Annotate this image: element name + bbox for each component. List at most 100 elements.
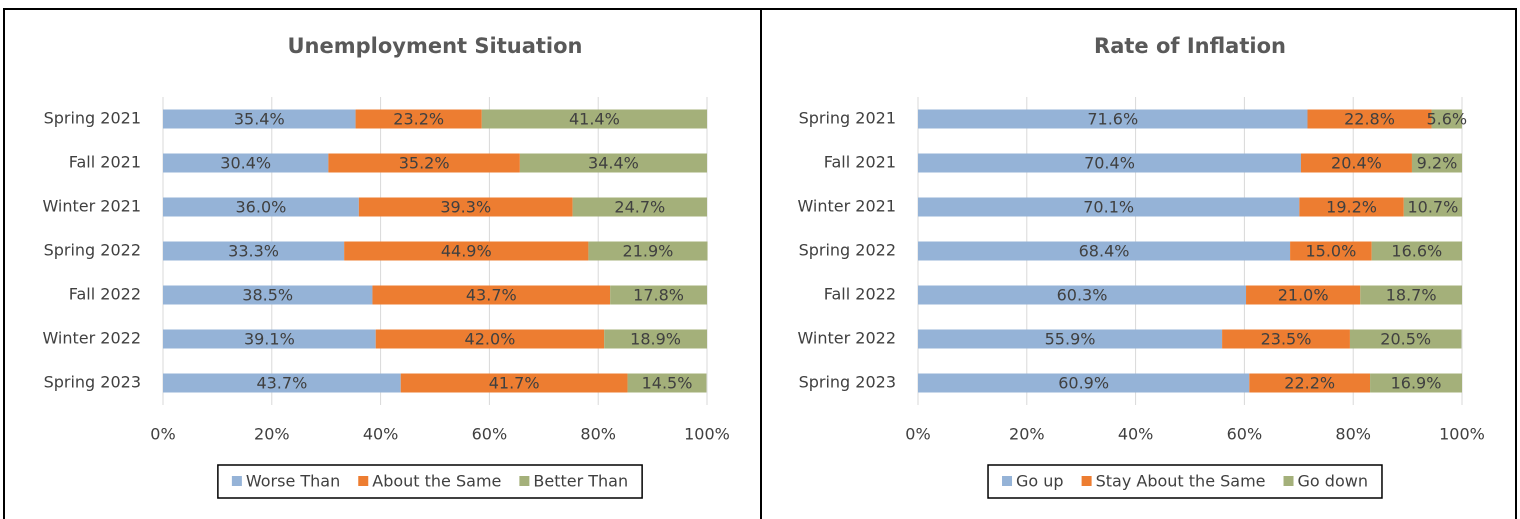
- legend-box: [987, 464, 1383, 499]
- y-tick-label: Fall 2022: [824, 285, 896, 304]
- data-label: 39.3%: [440, 198, 491, 217]
- bar-segment: [918, 285, 1247, 305]
- x-tick-label: 40%: [1118, 425, 1154, 444]
- bar-segment: [163, 373, 401, 393]
- bar-segment: [604, 329, 707, 349]
- bar-segment: [918, 373, 1250, 393]
- data-label: 20.5%: [1380, 330, 1431, 349]
- bar-segment: [610, 285, 707, 305]
- data-label: 20.4%: [1331, 154, 1382, 173]
- y-tick-label: Winter 2022: [42, 329, 141, 348]
- x-tick-label: 60%: [1227, 425, 1263, 444]
- bar-segment: [163, 109, 356, 129]
- data-label: 41.7%: [489, 374, 540, 393]
- x-tick-label: 100%: [684, 425, 730, 444]
- legend-swatch: [231, 476, 242, 486]
- bar-segment: [918, 197, 1300, 217]
- bar-segment: [1307, 109, 1432, 129]
- data-label: 22.8%: [1344, 110, 1395, 129]
- data-label: 60.3%: [1057, 286, 1108, 305]
- bar-segment: [918, 109, 1308, 129]
- y-tick-label: Spring 2022: [44, 241, 141, 260]
- legend-swatch: [1002, 476, 1013, 486]
- data-label: 41.4%: [569, 110, 620, 129]
- data-label: 43.7%: [256, 374, 307, 393]
- bar-segment: [519, 153, 707, 173]
- legend-label: Go down: [1298, 472, 1368, 491]
- x-tick-label: 80%: [580, 425, 616, 444]
- data-label: 21.9%: [623, 242, 674, 261]
- data-label: 21.0%: [1278, 286, 1329, 305]
- x-tick-label: 60%: [472, 425, 508, 444]
- data-label: 70.4%: [1084, 154, 1135, 173]
- bar-segment: [344, 241, 589, 261]
- legend: Go up Stay About the Same Go down: [987, 464, 1383, 499]
- data-label: 68.4%: [1079, 242, 1130, 261]
- x-tick-label: 40%: [363, 425, 399, 444]
- legend-label: Worse Than: [246, 472, 340, 491]
- x-tick-label: 20%: [1009, 425, 1045, 444]
- bar-segment: [1411, 153, 1462, 173]
- bar-segment: [1403, 197, 1462, 217]
- data-label: 5.6%: [1426, 110, 1467, 129]
- data-label: 23.2%: [393, 110, 444, 129]
- y-tick-label: Spring 2023: [44, 373, 141, 392]
- chart: Unemployment Situation 0% 20% 40% 60% 80% 100%…: [42, 34, 730, 499]
- legend-label: Better Than: [533, 472, 628, 491]
- x-tick-label: 100%: [1439, 425, 1485, 444]
- data-label: 55.9%: [1045, 330, 1096, 349]
- x-tick-label: 0%: [905, 425, 930, 444]
- data-label: 39.1%: [244, 330, 295, 349]
- data-label: 34.4%: [588, 154, 639, 173]
- bar-segment: [375, 329, 605, 349]
- data-label: 33.3%: [228, 242, 279, 261]
- data-label: 42.0%: [465, 330, 516, 349]
- bar-segment: [163, 285, 373, 305]
- x-tick-label: 20%: [254, 425, 290, 444]
- data-label: 15.0%: [1305, 242, 1356, 261]
- bar-segment: [328, 153, 520, 173]
- data-label: 22.2%: [1284, 374, 1335, 393]
- data-label: 14.5%: [642, 374, 693, 393]
- bar-segment: [355, 109, 482, 129]
- data-label: 17.8%: [633, 286, 684, 305]
- bar-segment: [572, 197, 707, 217]
- bar-segment: [918, 153, 1301, 173]
- chart: Rate of Inflation 0% 20% 40% 60% 80% 100% Sprin…: [797, 34, 1485, 499]
- bar-segment: [1222, 329, 1350, 349]
- x-tick-label: 0%: [150, 425, 175, 444]
- bar-segment: [1300, 153, 1412, 173]
- y-tick-label: Spring 2021: [44, 109, 141, 128]
- legend-label: About the Same: [372, 472, 501, 491]
- bar-segment: [627, 373, 707, 393]
- bar-segment: [1249, 373, 1371, 393]
- legend-swatch: [358, 476, 369, 486]
- y-tick-label: Fall 2021: [69, 153, 141, 172]
- bar-segment: [1360, 285, 1462, 305]
- bar-segment: [1290, 241, 1372, 261]
- bar-segment: [918, 241, 1291, 261]
- data-label: 23.5%: [1261, 330, 1312, 349]
- bar-segment: [358, 197, 573, 217]
- legend-swatch: [519, 476, 530, 486]
- legend-box: [217, 464, 643, 499]
- bar-segment: [481, 109, 707, 129]
- y-tick-label: Winter 2021: [42, 197, 141, 216]
- bar-segment: [1299, 197, 1404, 217]
- data-label: 71.6%: [1087, 110, 1138, 129]
- bar-segment: [1370, 373, 1462, 393]
- data-label: 19.2%: [1326, 198, 1377, 217]
- y-tick-label: Spring 2021: [799, 109, 896, 128]
- data-label: 36.0%: [236, 198, 287, 217]
- bar-segment: [1349, 329, 1462, 349]
- data-label: 18.7%: [1386, 286, 1437, 305]
- y-tick-label: Fall 2022: [69, 285, 141, 304]
- y-tick-label: Spring 2023: [799, 373, 896, 392]
- data-label: 24.7%: [614, 198, 665, 217]
- bar-segment: [588, 241, 708, 261]
- bar-segment: [918, 329, 1223, 349]
- data-label: 30.4%: [220, 154, 271, 173]
- data-label: 10.7%: [1407, 198, 1458, 217]
- bar-segment: [163, 153, 329, 173]
